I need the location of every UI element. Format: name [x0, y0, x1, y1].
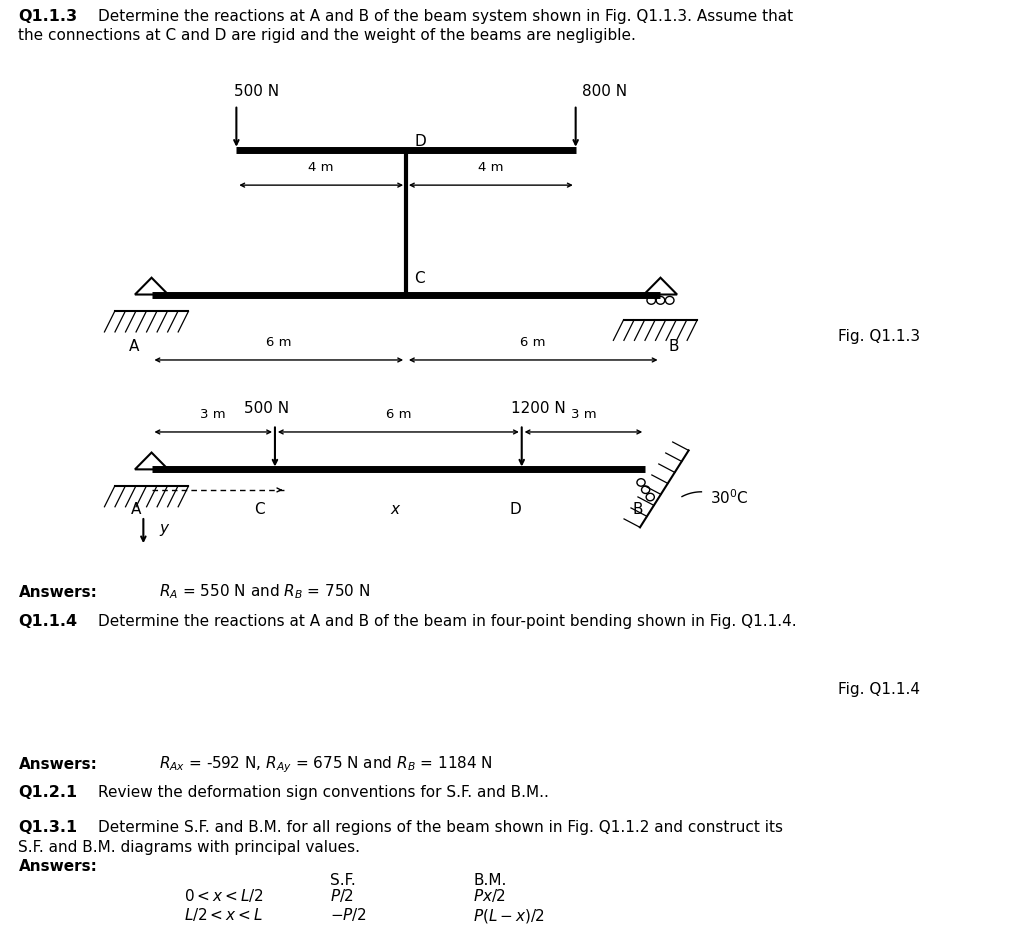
- Text: D: D: [414, 134, 426, 149]
- Text: $R_{Ax}$ = -592 N, $R_{Ay}$ = 675 N and $R_B$ = 1184 N: $R_{Ax}$ = -592 N, $R_{Ay}$ = 675 N and …: [159, 755, 493, 775]
- Text: $-P/2$: $-P/2$: [330, 906, 367, 923]
- Text: B.M.: B.M.: [473, 872, 507, 887]
- Text: 6 m: 6 m: [386, 408, 411, 421]
- Text: y: y: [160, 521, 169, 536]
- Text: 500 N: 500 N: [234, 84, 280, 99]
- Text: C: C: [254, 502, 265, 517]
- Text: Answers:: Answers:: [18, 756, 97, 771]
- Text: Fig. Q1.1.4: Fig. Q1.1.4: [838, 682, 920, 697]
- Text: Q1.2.1: Q1.2.1: [18, 784, 78, 799]
- Text: 4 m: 4 m: [478, 161, 504, 174]
- Text: Review the deformation sign conventions for S.F. and B.M..: Review the deformation sign conventions …: [98, 784, 549, 799]
- Text: Q1.1.4: Q1.1.4: [18, 614, 78, 629]
- Text: Q1.1.3: Q1.1.3: [18, 8, 78, 23]
- Text: Answers:: Answers:: [18, 584, 97, 599]
- Text: 800 N: 800 N: [582, 84, 627, 99]
- Text: $R_A$ = 550 N and $R_B$ = 750 N: $R_A$ = 550 N and $R_B$ = 750 N: [159, 583, 370, 601]
- Text: B: B: [669, 338, 679, 353]
- Text: 30$^0$C: 30$^0$C: [710, 488, 749, 507]
- Text: the connections at C and D are rigid and the weight of the beams are negligible.: the connections at C and D are rigid and…: [18, 28, 636, 43]
- Text: Q1.3.1: Q1.3.1: [18, 820, 78, 835]
- Text: $L/2 < x < L$: $L/2 < x < L$: [184, 906, 263, 923]
- Text: 6 m: 6 m: [266, 336, 292, 349]
- Text: Determine S.F. and B.M. for all regions of the beam shown in Fig. Q1.1.2 and con: Determine S.F. and B.M. for all regions …: [98, 820, 783, 835]
- Text: Answers:: Answers:: [18, 859, 97, 874]
- Text: x: x: [390, 502, 399, 517]
- Text: $0 < x < L/2$: $0 < x < L/2$: [184, 887, 264, 904]
- Text: D: D: [509, 502, 521, 517]
- Text: C: C: [414, 271, 425, 286]
- Text: 3 m: 3 m: [570, 408, 596, 421]
- Text: B: B: [633, 502, 643, 517]
- Text: $P(L-x)/2$: $P(L-x)/2$: [473, 907, 545, 925]
- Text: 1200 N: 1200 N: [511, 401, 566, 416]
- Text: S.F.: S.F.: [330, 872, 355, 887]
- Text: A: A: [131, 502, 141, 517]
- Text: $P/2$: $P/2$: [330, 887, 353, 904]
- Text: Fig. Q1.1.3: Fig. Q1.1.3: [838, 329, 920, 344]
- Text: A: A: [129, 338, 139, 353]
- Text: 6 m: 6 m: [520, 336, 546, 349]
- Text: Determine the reactions at A and B of the beam in four-point bending shown in Fi: Determine the reactions at A and B of th…: [98, 614, 797, 629]
- Text: $Px/2$: $Px/2$: [473, 887, 506, 904]
- Text: Determine the reactions at A and B of the beam system shown in Fig. Q1.1.3. Assu: Determine the reactions at A and B of th…: [98, 8, 794, 23]
- Text: 500 N: 500 N: [244, 401, 290, 416]
- Text: 4 m: 4 m: [308, 161, 334, 174]
- Text: S.F. and B.M. diagrams with principal values.: S.F. and B.M. diagrams with principal va…: [18, 840, 360, 855]
- Text: 3 m: 3 m: [201, 408, 226, 421]
